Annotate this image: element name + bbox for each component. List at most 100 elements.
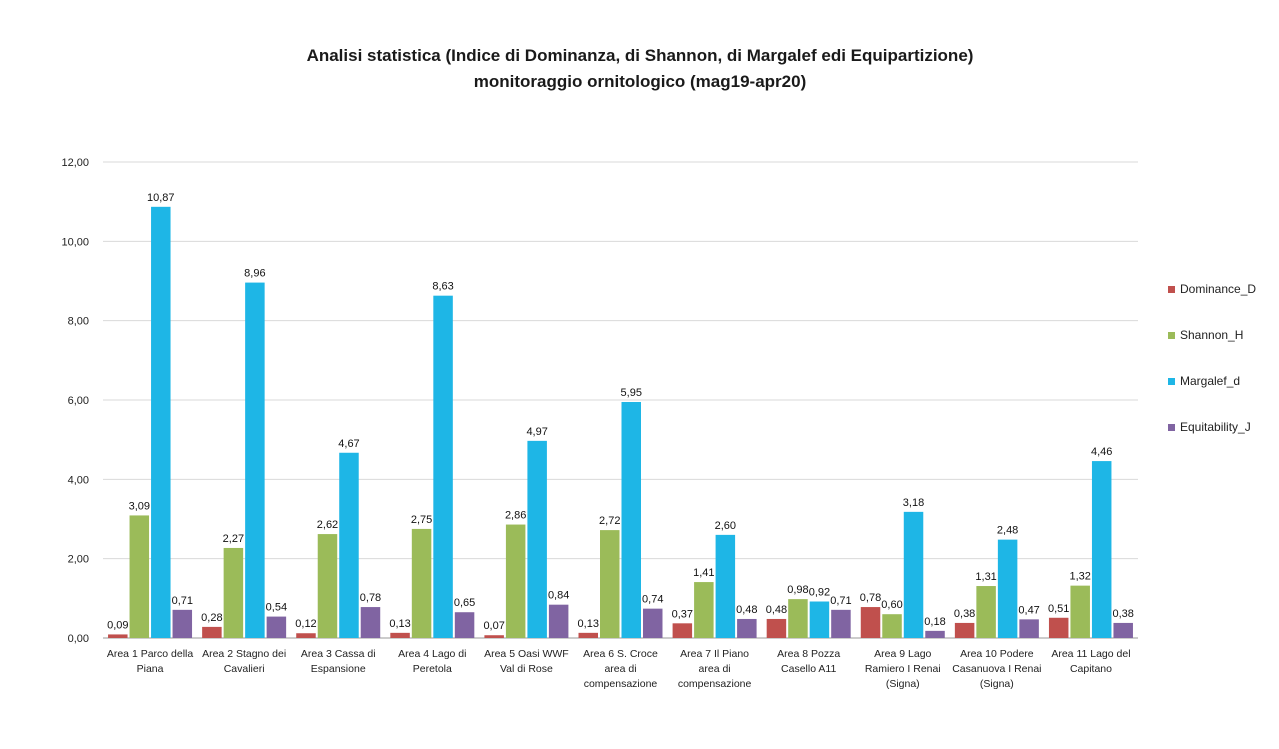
chart-title: Analisi statistica (Indice di Dominanza,… (307, 46, 974, 65)
data-label: 2,27 (223, 533, 244, 545)
data-label: 0,38 (954, 608, 975, 620)
data-label: 3,09 (129, 500, 150, 512)
data-label: 0,65 (454, 597, 475, 609)
data-label: 2,62 (317, 519, 338, 531)
data-label: 4,46 (1091, 446, 1112, 458)
bar-margalef-d (527, 440, 547, 638)
bar-dominance-d (954, 622, 975, 638)
x-tick-label: Area 5 Oasi WWF Val di Rose (484, 648, 569, 675)
legend: Dominance_D Shannon_H Margalef_d Equitabili… (1168, 282, 1256, 434)
data-label: 0,74 (642, 594, 663, 606)
data-label: 0,09 (107, 619, 128, 631)
bar-margalef-d (715, 534, 736, 638)
y-tick-label: 10,00 (61, 236, 89, 248)
y-tick-label: 0,00 (68, 633, 89, 645)
bar-margalef-d (151, 206, 171, 638)
data-label: 10,87 (147, 192, 175, 204)
bar-shannon-h (505, 524, 526, 638)
y-axis: 0,00 2,00 4,00 6,00 8,00 10,00 12,00 (61, 157, 89, 645)
bar-shannon-h (694, 582, 714, 638)
bar-equitability-j (737, 618, 757, 638)
bar-margalef-d (903, 511, 924, 638)
data-label: 0,78 (360, 592, 381, 604)
bar-shannon-h (1070, 585, 1090, 638)
x-tick-label: Area 7 Il Piano area di compensazione (678, 648, 752, 690)
bar-equitability-j (454, 612, 475, 638)
bar-margalef-d (245, 282, 265, 638)
data-label: 0,38 (1112, 608, 1133, 620)
data-label: 0,13 (389, 618, 410, 630)
bar-dominance-d (108, 634, 128, 638)
data-label: 0,18 (924, 616, 945, 628)
data-label: 2,48 (997, 525, 1018, 537)
x-tick-label: Area 1 Parco della Piana (107, 648, 194, 675)
data-label: 0,48 (736, 604, 757, 616)
y-tick-label: 2,00 (68, 554, 89, 566)
bar-equitability-j (925, 630, 945, 638)
y-tick-label: 4,00 (68, 474, 89, 486)
legend-entry: Equitability_J (1180, 420, 1251, 434)
data-label: 8,63 (432, 281, 453, 293)
x-tick-label: Area 2 Stagno dei Cavalieri (202, 648, 286, 675)
bar-margalef-d (997, 539, 1018, 638)
legend-entry: Dominance_D (1180, 282, 1256, 296)
data-label: 1,32 (1069, 571, 1090, 583)
data-label: 0,07 (483, 620, 504, 632)
bar-shannon-h (600, 530, 620, 638)
legend-entry: Shannon_H (1180, 328, 1243, 342)
data-label: 0,28 (201, 612, 222, 624)
bar-dominance-d (202, 626, 222, 638)
legend-swatch (1168, 424, 1175, 431)
data-label: 0,48 (766, 604, 787, 616)
data-label: 0,12 (295, 618, 316, 630)
data-label: 1,41 (693, 567, 714, 579)
y-tick-label: 6,00 (68, 395, 89, 407)
legend-entry: Margalef_d (1180, 374, 1240, 388)
x-tick-label: Area 8 Pozza Casello A11 (777, 648, 840, 675)
bar-dominance-d (296, 633, 316, 638)
bar-equitability-j (643, 608, 663, 638)
data-label: 0,37 (672, 608, 693, 620)
legend-swatch (1168, 286, 1175, 293)
bar-shannon-h (223, 547, 244, 638)
data-label: 4,97 (526, 426, 547, 438)
bar-shannon-h (882, 614, 902, 638)
bar-shannon-h (411, 528, 432, 638)
bar-equitability-j (1019, 619, 1039, 638)
bar-dominance-d (390, 632, 410, 638)
bar-equitability-j (360, 607, 381, 638)
data-label: 0,78 (860, 592, 881, 604)
bar-shannon-h (129, 515, 150, 638)
data-label: 0,98 (787, 584, 808, 596)
bar-margalef-d (339, 452, 359, 638)
data-label: 4,67 (338, 438, 359, 450)
data-labels: 0,09 3,09 10,87 0,71 0,28 2,27 8,96 0,54 0,12 2,6… (107, 192, 1134, 632)
data-label: 0,54 (266, 602, 287, 614)
bar-margalef-d (433, 295, 453, 638)
bar-dominance-d (484, 635, 504, 638)
x-tick-label: Area 10 Podere Casanuova I Renai (Signa) (952, 648, 1041, 690)
data-label: 0,71 (830, 595, 851, 607)
data-label: 2,75 (411, 514, 432, 526)
data-label: 0,47 (1018, 604, 1039, 616)
chart-subtitle: monitoraggio ornitologico (mag19-apr20) (474, 72, 806, 91)
data-label: 5,95 (621, 387, 642, 399)
bar-margalef-d (1091, 461, 1112, 638)
data-label: 0,92 (809, 587, 830, 599)
bar-equitability-j (266, 616, 287, 638)
y-tick-label: 8,00 (68, 316, 89, 328)
legend-swatch (1168, 378, 1175, 385)
data-label: 0,84 (548, 590, 569, 602)
bar-equitability-j (831, 609, 851, 638)
data-label: 0,13 (578, 618, 599, 630)
x-tick-label: Area 6 S. Croce area di compensazione (583, 648, 658, 690)
data-label: 2,86 (505, 510, 526, 522)
data-label: 3,18 (903, 497, 924, 509)
y-tick-label: 12,00 (61, 157, 89, 169)
bar-shannon-h (976, 586, 996, 638)
bar-margalef-d (621, 401, 641, 638)
x-axis: Area 1 Parco della Piana Area 2 Stagno dei… (107, 648, 1131, 690)
bar-shannon-h (317, 534, 338, 638)
x-tick-label: Area 4 Lago di Peretola (398, 648, 466, 675)
